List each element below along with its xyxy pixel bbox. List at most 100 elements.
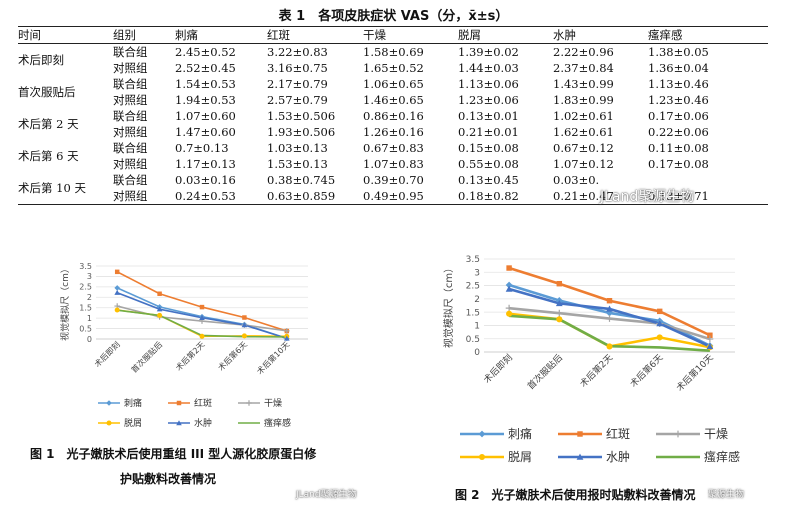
value-cell: 1.54±0.53: [175, 77, 236, 91]
value-cell: 0.13±0.45: [458, 173, 519, 187]
value-cell: 0.55±0.08: [458, 157, 519, 171]
value-cell: 0.03±0.16: [175, 173, 236, 187]
y-tick-label: 0.5: [79, 324, 92, 333]
table-title: 表 1 各项皮肤症状 VAS（分，x̄±s）: [278, 9, 509, 24]
y-tick-label: 3: [87, 272, 92, 281]
data-point: [506, 265, 512, 271]
value-cell: 1.13±0.46: [648, 77, 709, 91]
data-point: [706, 343, 714, 350]
table-row: 术后第 10 天 联合组 0.03±0.16 0.38±0.745 0.39±0.70 0…: [18, 172, 768, 195]
y-tick-label: 2: [474, 295, 480, 305]
y-tick-label: 0.5: [466, 335, 480, 345]
data-point: [606, 309, 613, 317]
value-cell: 0.11±0.08: [648, 141, 709, 155]
data-point: [505, 285, 513, 292]
value-cell: 1.53±0.506: [267, 109, 336, 123]
header-time: 时间: [18, 28, 41, 42]
value-cell: 2.45±0.52: [175, 45, 236, 59]
y-tick-label: 2.5: [466, 282, 480, 292]
value-cell: 1.03±0.13: [267, 141, 328, 155]
value-cell: 1.83±0.99: [553, 93, 614, 107]
data-point: [199, 333, 205, 339]
data-point: [199, 314, 205, 320]
value-cell: 0.17±0.08: [648, 157, 709, 171]
data-point: [674, 430, 682, 438]
time-point-cell: 术后即刻: [18, 53, 64, 67]
value-cell: 1.43±0.99: [553, 77, 614, 91]
value-cell: 0.15±0.08: [458, 141, 519, 155]
value-cell: 3.16±0.75: [267, 61, 328, 75]
data-point: [506, 310, 513, 317]
data-point: [656, 320, 664, 327]
header-itching: 瘙痒感: [648, 28, 683, 42]
data-point: [505, 304, 513, 312]
data-point: [707, 332, 713, 338]
value-cell: 0.24±0.53: [175, 189, 236, 203]
data-point: [114, 289, 120, 295]
value-cell: 1.07±0.60: [175, 109, 236, 123]
value-cell: 1.94±0.53: [175, 93, 236, 107]
x-tick-label: 术后即刻: [92, 339, 122, 369]
data-point: [505, 281, 513, 289]
data-point: [555, 299, 563, 307]
data-point: [157, 291, 162, 296]
value-cell: 2.37±0.84: [553, 61, 614, 75]
table-row: 术后第 6 天 联合组 0.7±0.13 1.03±0.13 0.67±0.83 0.15…: [18, 140, 768, 163]
y-tick-label: 0: [474, 348, 480, 358]
time-point-cell: 首次服贴后: [18, 85, 76, 99]
data-point: [606, 297, 613, 304]
group-cell: 对照组: [113, 93, 148, 107]
value-cell: 1.07±0.83: [363, 157, 424, 171]
value-cell: 1.46±0.65: [363, 93, 424, 107]
group-cell: 联合组: [113, 45, 148, 59]
legend-label: 红斑: [194, 397, 212, 409]
table-row: 对照组 1.94±0.53 2.57±0.79 1.46±0.65 1.23±0.06 1…: [18, 92, 768, 108]
legend-label: 瘙痒感: [264, 417, 291, 429]
fig2-caption: 图 2 光子嫩肤术后使用报时贴敷料改善情况: [455, 488, 696, 502]
data-point: [577, 431, 583, 437]
chart-fig2: 00.511.522.533.5视觉模拟尺（cm）术后即刻 首次服贴后 术后第2天术…: [442, 255, 740, 464]
value-cell: 2.17±0.79: [267, 77, 328, 91]
value-cell: 1.53±0.13: [267, 157, 328, 171]
table-row: 对照组 1.17±0.13 1.53±0.13 1.07±0.83 0.55±0.08 1…: [18, 156, 768, 172]
y-tick-label: 3.5: [466, 255, 480, 265]
value-cell: 0.03±0.: [553, 173, 600, 187]
x-tick-label: 术后第2天: [173, 339, 206, 372]
group-cell: 联合组: [113, 77, 148, 91]
data-point: [606, 343, 613, 350]
x-tick-label: 术后第2天: [577, 352, 615, 390]
data-point: [106, 400, 112, 406]
value-cell: 1.47±0.60: [175, 125, 236, 139]
data-point: [478, 453, 486, 461]
value-cell: 1.44±0.03: [458, 61, 519, 75]
time-point-cell: 术后第 6 天: [18, 149, 79, 163]
x-tick-label: 首次服贴后: [525, 352, 565, 392]
legend-label: 水肿: [606, 449, 630, 464]
x-tick-label: 术后第10天: [255, 339, 292, 376]
value-cell: 1.23±0.06: [458, 93, 519, 107]
value-cell: 1.13±0.06: [458, 77, 519, 91]
data-point: [114, 285, 120, 291]
group-cell: 联合组: [113, 141, 148, 155]
y-tick-label: 3: [474, 268, 480, 278]
value-cell: 2.57±0.79: [267, 93, 328, 107]
header-erythema: 红斑: [267, 28, 290, 42]
header-edema: 水肿: [553, 28, 576, 42]
value-cell: 1.06±0.65: [363, 77, 424, 91]
group-cell: 联合组: [113, 173, 148, 187]
value-cell: 1.02±0.61: [553, 109, 614, 123]
data-point: [157, 312, 163, 318]
group-cell: 对照组: [113, 61, 148, 75]
legend-label: 红斑: [606, 426, 630, 441]
value-cell: 1.26±0.16: [363, 125, 424, 139]
chart-fig1: 00.511.522.533.5视觉模拟尺（cm）术后即刻 首次服贴后 术后第2天术…: [59, 262, 308, 429]
value-cell: 0.67±0.83: [363, 141, 424, 155]
y-tick-label: 3.5: [79, 262, 92, 271]
table-row: 对照组 0.24±0.53 0.63±0.859 0.49±0.95 0.18±0.82…: [18, 188, 768, 205]
y-tick-label: 1: [474, 322, 480, 332]
value-cell: 1.65±0.52: [363, 61, 424, 75]
x-tick-label: 术后第10天: [674, 352, 716, 394]
y-axis-label: 视觉模拟尺（cm）: [59, 264, 71, 341]
value-cell: 0.67±0.12: [553, 141, 614, 155]
group-cell: 对照组: [113, 189, 148, 203]
